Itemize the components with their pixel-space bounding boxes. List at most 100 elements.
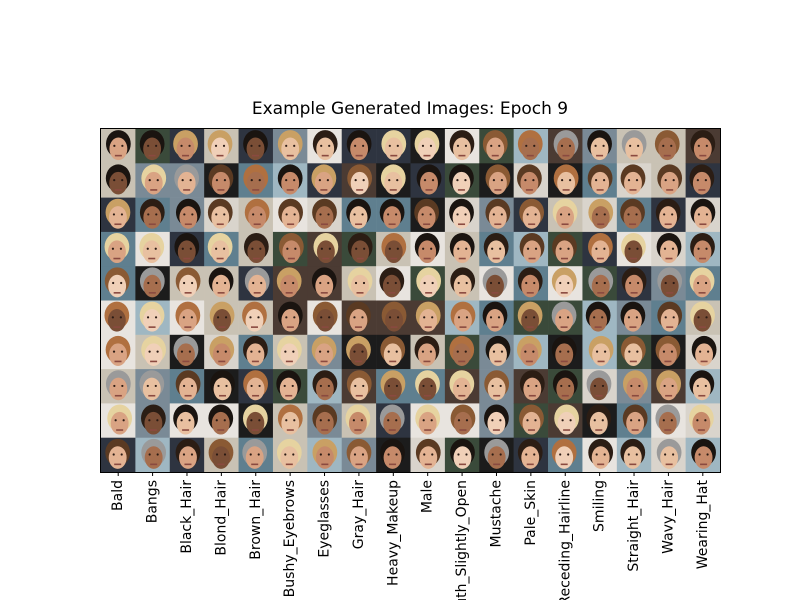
tile-eye [491,453,494,456]
tile-face [142,240,161,264]
tile-eye [664,179,667,182]
image-tile [376,334,411,370]
image-tile [513,163,549,198]
tile-eye [249,453,252,456]
tile-mouth [493,394,501,397]
tile-eye [387,419,390,422]
tile-eye [595,213,598,216]
tile-eye [319,281,322,285]
image-tile [376,403,411,438]
tile-eye [250,179,253,182]
image-tile [479,266,514,301]
tile-face [420,171,438,195]
tile-face [487,240,506,264]
tile-eye [706,453,709,456]
tile-mouth [322,257,330,260]
tile-eye [388,247,391,250]
tile-face [315,274,334,298]
tile-mouth [423,154,431,157]
tile-eye [327,419,330,422]
tile-eye [293,179,296,182]
tile-eye [396,179,399,182]
image-tile [169,437,205,473]
tile-eye [216,281,219,285]
tile-mouth [251,463,259,466]
tile-face [142,377,161,401]
tile-face [590,377,608,401]
image-tile [444,266,480,301]
x-tick-label: Heavy_Makeup [385,480,401,586]
tile-eye [422,419,425,422]
tile-eye [320,247,323,250]
tile-eye [258,144,261,147]
tile-eye [293,316,296,319]
tile-eye [147,213,150,216]
tile-eye [318,350,322,353]
tile-face [314,171,333,195]
tile-eye [603,247,606,250]
image-tile [341,334,377,370]
tile-eye [457,281,460,285]
tile-eye [534,213,537,216]
tile-eye [499,419,502,422]
tile-eye [532,179,535,182]
tile-eye [362,384,365,388]
image-tile [616,129,652,164]
tile-face [316,309,335,332]
image-tile [582,129,618,164]
tile-face [383,446,402,469]
tile-mouth [699,223,707,226]
tile-eye [395,350,398,353]
tile-eye [250,350,253,353]
tile-eye [191,213,194,216]
image-tile [444,197,480,233]
tile-eye [120,350,124,353]
image-tile [479,129,514,164]
tile-eye [499,453,502,456]
image-tile [685,266,721,301]
tile-face [589,309,608,332]
tile-eye [292,350,295,353]
image-tile [101,437,136,473]
image-tile [238,231,274,267]
tile-mouth [665,257,673,260]
tile-eye [429,350,433,353]
tile-face [109,137,128,161]
tile-face [658,411,677,435]
tile-mouth [114,360,122,363]
tile-eye [148,350,151,353]
tile-eye [216,350,219,353]
image-tile [272,197,308,233]
tile-eye [491,419,494,422]
tile-eye [635,453,638,456]
tile-face [351,240,370,264]
tile-face [521,274,540,298]
tile-mouth [560,292,568,294]
tile-eye [457,247,460,250]
tile-mouth [356,189,364,191]
image-tile [101,266,136,301]
tile-mouth [250,326,258,328]
image-tile [479,300,514,336]
tile-eye [387,350,390,353]
tile-mouth [114,394,122,397]
tile-face [418,411,437,435]
tile-face [418,240,437,264]
image-tile [616,231,652,267]
tile-eye [465,281,468,285]
image-tile [341,369,377,404]
image-tile [272,266,308,301]
tile-eye [636,247,639,250]
tile-face [282,240,301,264]
tile-face [660,446,679,469]
tile-eye [328,316,331,319]
tile-eye [183,213,186,216]
tile-face [487,446,506,469]
image-tile [410,369,446,404]
tile-face [248,274,267,298]
tile-mouth [184,463,192,466]
tile-mouth [321,429,329,431]
image-tile [238,129,274,164]
tile-eye [214,144,218,147]
image-tile [548,163,583,198]
